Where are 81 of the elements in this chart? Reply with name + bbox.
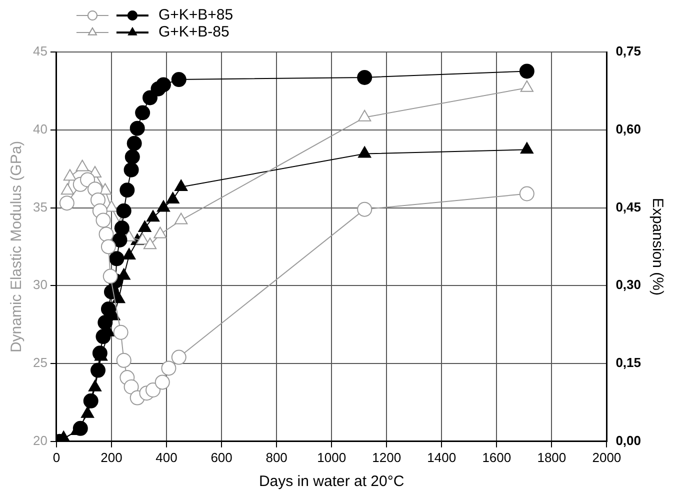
x-tick-label: 1000 (317, 450, 346, 465)
point (100, 239, 116, 254)
point (113, 324, 128, 340)
point (104, 200, 118, 212)
point (174, 212, 188, 224)
point (161, 360, 176, 376)
y2-tick-label: 0,75 (616, 44, 642, 59)
point (98, 315, 113, 330)
point (142, 90, 158, 106)
legend-label: G+K+B-85 (158, 24, 230, 41)
point (98, 226, 114, 242)
y2-axis-title: Expansion (%) (648, 198, 666, 296)
y2-tick-label: 0,45 (616, 199, 642, 214)
point (143, 238, 157, 250)
point (124, 149, 140, 164)
y-tick-label: 45 (32, 44, 48, 59)
x-tick-label: 1400 (427, 450, 456, 465)
point (90, 362, 106, 378)
point (96, 212, 111, 228)
point (92, 346, 108, 361)
x-tick-label: 800 (266, 450, 288, 465)
point (76, 160, 89, 172)
point (60, 183, 74, 195)
point (166, 192, 180, 204)
point (124, 162, 139, 178)
y2-tick-label: 0,60 (616, 121, 642, 136)
x-tick-label: 600 (210, 450, 232, 465)
y2-tick-label: 0,00 (616, 432, 642, 448)
point (138, 220, 152, 232)
point (83, 393, 98, 408)
x-axis-title: Days in water at 20°C (258, 473, 404, 490)
point (174, 179, 188, 191)
legend-label: G+K+B+85 (158, 6, 234, 24)
point (80, 172, 96, 188)
point (122, 248, 136, 260)
point (520, 80, 534, 92)
x-tick-label: 1600 (482, 450, 512, 465)
point (519, 64, 534, 79)
point (116, 203, 132, 218)
point (171, 72, 186, 88)
y-axis-title: Dynamic Elastic Modulus (GPa) (8, 140, 26, 353)
point (357, 202, 372, 217)
point (520, 142, 534, 154)
y-tick-label: 25 (32, 355, 48, 370)
point (124, 379, 139, 394)
point (135, 105, 150, 120)
point (114, 220, 130, 236)
point (146, 210, 160, 222)
point (88, 380, 102, 392)
x-tick-label: 400 (156, 450, 178, 465)
point (96, 329, 111, 344)
point (126, 136, 142, 151)
point (156, 200, 170, 212)
x-tick-label: 0 (52, 450, 60, 465)
point (156, 77, 171, 92)
point (130, 120, 145, 136)
point (154, 374, 170, 390)
point (171, 350, 186, 365)
point (146, 382, 161, 398)
point (116, 352, 132, 368)
y-tick-label: 35 (32, 199, 48, 214)
x-tick-label: 200 (100, 450, 122, 465)
point (109, 251, 124, 266)
point (100, 302, 116, 317)
y-tick-label: 40 (32, 121, 48, 136)
y2-tick-label: 0,30 (616, 277, 642, 292)
point (63, 169, 77, 181)
x-tick-label: 1800 (537, 450, 566, 465)
point (358, 146, 372, 158)
y-tick-label: 30 (32, 277, 48, 292)
point (154, 226, 167, 238)
point (102, 268, 118, 284)
x-tick-label: 1200 (372, 450, 402, 465)
y2-tick-label: 0,15 (616, 355, 642, 370)
x-tick-label: 2000 (592, 450, 622, 465)
point (136, 232, 150, 244)
point (120, 182, 135, 198)
point (358, 110, 372, 122)
point (59, 196, 74, 211)
point (357, 70, 372, 85)
y-tick-label: 20 (32, 432, 48, 448)
